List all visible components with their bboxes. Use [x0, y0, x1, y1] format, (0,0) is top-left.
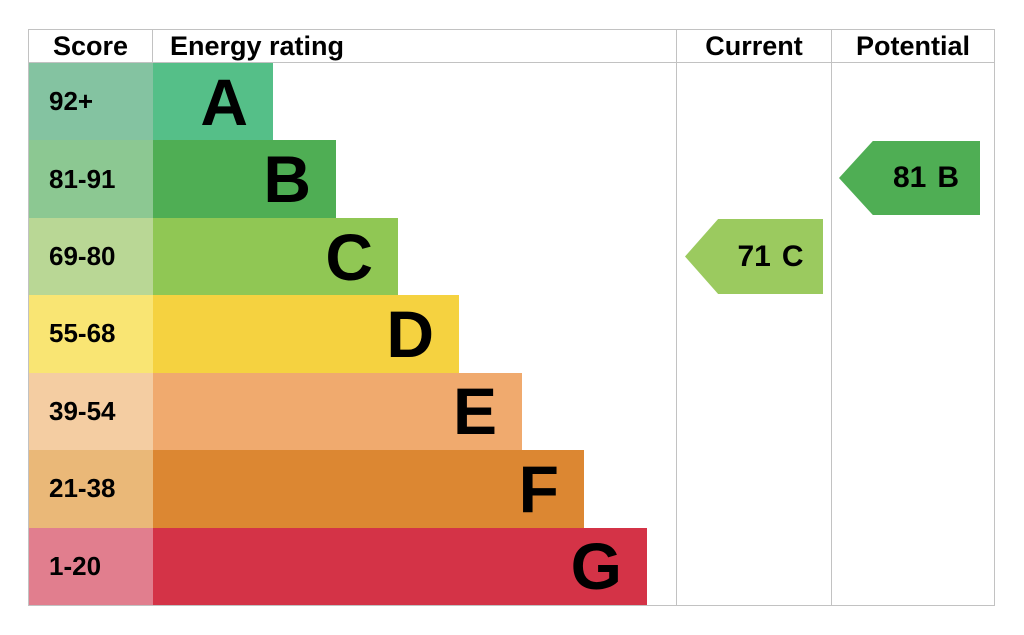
band-bar-c: C [153, 217, 398, 296]
header-potential: Potential [855, 30, 970, 61]
band-bar-d: D [153, 295, 459, 373]
band-bar-a: A [153, 63, 273, 141]
band-row-c: 69-80 C [29, 217, 676, 296]
score-range-g: 1-20 [29, 527, 153, 605]
band-letter-b: B [263, 142, 311, 217]
band-letter-f: F [518, 451, 559, 526]
band-bar-b: B [153, 140, 336, 218]
score-range-e: 39-54 [29, 372, 153, 451]
band-letter-e: E [452, 374, 497, 449]
band-row-e: 39-54 E [29, 372, 676, 451]
current-column-divider [676, 30, 677, 605]
band-letter-c: C [325, 219, 373, 294]
current-rating-arrow: 71 C [685, 219, 823, 294]
band-bar-g: G [153, 527, 647, 605]
header-score: Score [29, 30, 153, 62]
potential-column-divider [831, 30, 832, 605]
current-rating-score: 71 [737, 239, 771, 273]
band-letter-a: A [200, 64, 248, 139]
band-letter-g: G [570, 529, 622, 604]
score-range-a: 92+ [29, 63, 153, 141]
band-row-f: 21-38 F [29, 450, 676, 528]
band-row-b: 81-91 B [29, 140, 676, 218]
band-letter-d: D [386, 296, 434, 371]
score-range-f: 21-38 [29, 450, 153, 528]
score-range-d: 55-68 [29, 295, 153, 373]
band-row-a: 92+ A [29, 63, 676, 141]
band-rows: 92+ A 81-91 B 69-80 C 55-68 D [29, 63, 676, 605]
epc-rating-chart: Score Energy rating Current Potential 92… [28, 29, 995, 606]
current-rating-band: C [781, 239, 804, 273]
band-row-d: 55-68 D [29, 295, 676, 373]
header-current: Current [705, 30, 803, 61]
chart-header-row: Score Energy rating Current Potential [29, 30, 994, 63]
band-row-g: 1-20 G [29, 527, 676, 605]
score-range-b: 81-91 [29, 140, 153, 218]
score-range-c: 69-80 [29, 217, 153, 296]
band-bar-f: F [153, 450, 584, 528]
potential-rating-band: B [937, 161, 960, 194]
header-energy-rating: Energy rating [170, 30, 345, 61]
potential-rating-score: 81 [892, 161, 927, 194]
band-bar-e: E [153, 372, 522, 451]
potential-rating-arrow: 81 B [839, 141, 980, 215]
